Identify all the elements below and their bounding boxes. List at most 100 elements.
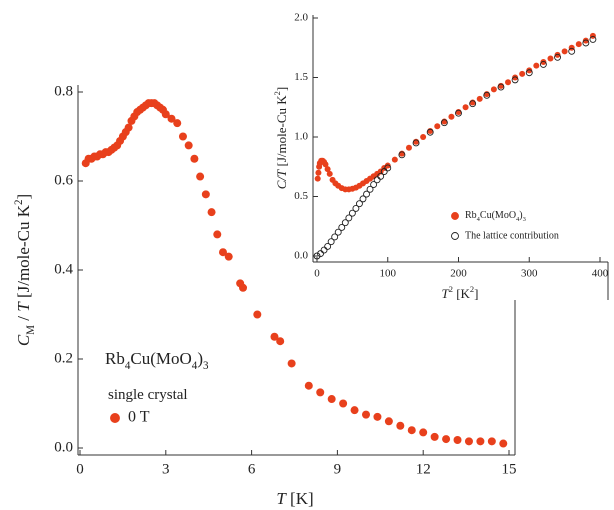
- y-tick-label: 0.5: [294, 190, 308, 202]
- data-point: [352, 204, 360, 212]
- y-tick-label: 1.5: [294, 71, 308, 83]
- data-point: [322, 161, 329, 168]
- data-point: [317, 250, 324, 258]
- text-part: 4: [477, 216, 481, 223]
- text-part: Cu(MoO: [480, 210, 516, 221]
- text-part: ]: [274, 87, 289, 91]
- text-part: [K: [453, 286, 471, 301]
- legend-label: The lattice contribution: [465, 230, 559, 241]
- y-tick-label: 2.0: [294, 12, 308, 24]
- x-tick-label: 6: [248, 461, 256, 477]
- text-part: 4: [192, 360, 198, 372]
- data-point: [313, 252, 321, 260]
- data-point: [345, 214, 353, 222]
- data-point: [207, 208, 216, 217]
- x-tick-label: 12: [416, 461, 431, 477]
- data-point: [519, 70, 526, 77]
- data-point: [440, 119, 448, 127]
- text-part: C: [14, 334, 33, 346]
- data-point: [315, 169, 322, 176]
- data-point: [239, 283, 248, 292]
- data-point: [201, 190, 210, 199]
- data-point: [419, 428, 428, 437]
- data-point: [356, 200, 363, 208]
- data-point: [304, 381, 313, 390]
- x-axis-label: T [K]: [276, 489, 313, 508]
- data-point: [568, 44, 575, 51]
- text-part: T: [276, 489, 287, 508]
- data-point: [373, 412, 382, 421]
- data-point: [533, 62, 540, 69]
- data-point: [430, 432, 439, 441]
- y-tick-label: 0.0: [54, 439, 73, 455]
- data-point: [464, 437, 473, 446]
- data-point: [434, 123, 441, 130]
- data-point: [412, 139, 420, 147]
- x-tick-label: 3: [162, 461, 170, 477]
- text-part: ]: [474, 286, 478, 301]
- text-part: 4: [125, 360, 131, 372]
- data-point: [338, 223, 346, 231]
- data-point: [487, 437, 496, 446]
- text-part: C/T: [274, 169, 289, 189]
- data-point: [363, 190, 370, 198]
- data-point: [540, 59, 547, 66]
- data-point: [124, 123, 133, 132]
- text-part: ): [197, 349, 203, 368]
- data-point: [339, 399, 348, 408]
- x-tick-label: 0: [314, 268, 320, 280]
- data-point: [270, 332, 279, 341]
- data-point: [362, 410, 370, 419]
- x-tick-label: 100: [380, 268, 397, 280]
- text-part: [J/mole-Cu K: [14, 204, 33, 302]
- data-point: [384, 162, 391, 169]
- text-part: 2: [272, 91, 282, 95]
- data-point: [554, 51, 561, 58]
- data-point: [334, 228, 342, 236]
- text-part: 2: [470, 284, 474, 294]
- legend-marker: [451, 232, 459, 240]
- data-point: [331, 233, 339, 241]
- data-point: [453, 435, 462, 444]
- text-part: 4: [516, 216, 520, 223]
- data-point: [511, 76, 519, 84]
- text-part: Rb: [465, 210, 477, 221]
- data-point: [547, 55, 554, 62]
- data-point: [253, 310, 262, 319]
- data-point: [341, 219, 349, 227]
- text-part: Cu(MoO: [130, 349, 191, 368]
- text-part: 2: [13, 199, 25, 205]
- data-point: [350, 406, 359, 415]
- data-point: [582, 37, 589, 44]
- data-point: [589, 32, 596, 39]
- data-point: [348, 209, 356, 217]
- data-point: [499, 439, 508, 448]
- x-axis-label: T2 [K2]: [442, 284, 479, 301]
- data-point: [442, 435, 451, 444]
- text-part: T: [442, 286, 450, 301]
- data-point: [327, 238, 335, 246]
- y-tick-label: 0.8: [54, 83, 73, 99]
- data-point: [396, 421, 405, 430]
- data-point: [190, 154, 199, 163]
- text-part: 2: [449, 284, 453, 294]
- y-tick-label: 0.2: [54, 350, 73, 366]
- data-point: [370, 181, 378, 189]
- data-point: [327, 395, 336, 404]
- data-point: [589, 35, 597, 43]
- data-point: [405, 144, 412, 151]
- data-point: [366, 185, 374, 193]
- data-point: [398, 151, 406, 159]
- text-part: /: [14, 312, 33, 325]
- text-part: Rb: [105, 349, 125, 368]
- annotation: Rb4Cu(MoO4)3: [105, 349, 209, 372]
- data-point: [455, 109, 462, 117]
- data-point: [476, 437, 485, 446]
- data-point: [582, 39, 590, 47]
- data-point: [448, 113, 455, 120]
- data-point: [497, 83, 505, 91]
- data-point: [167, 114, 176, 123]
- data-point: [462, 104, 469, 111]
- legend-label: Rb4Cu(MoO4)3: [465, 210, 526, 223]
